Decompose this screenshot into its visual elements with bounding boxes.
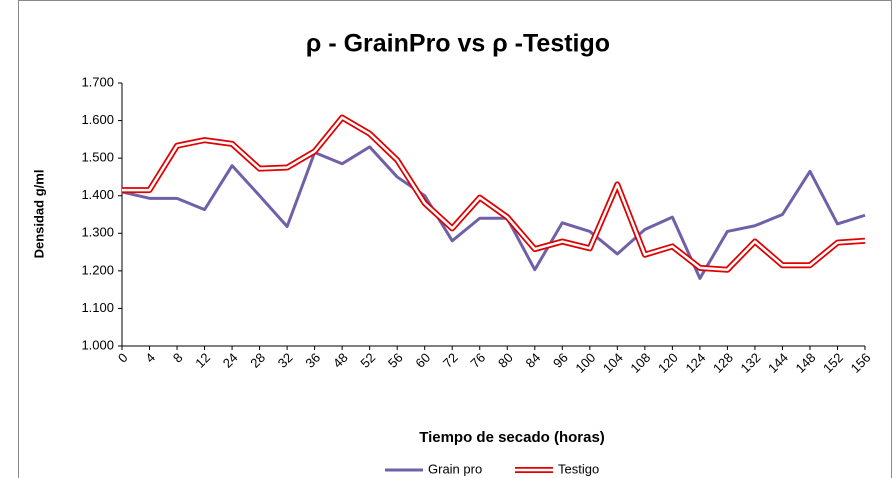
- legend-label: Testigo: [558, 461, 599, 476]
- y-tick-label: 1.500: [81, 150, 114, 165]
- y-axis-label: Densidad g/ml: [31, 170, 46, 259]
- series-line-inner: [122, 116, 866, 271]
- chart-title: ρ - GrainPro vs ρ -Testigo: [306, 30, 610, 58]
- y-tick-label: 1.200: [81, 262, 114, 277]
- y-tick-label: 1.000: [81, 337, 114, 352]
- legend-label: Grain pro: [428, 461, 482, 476]
- y-tick-label: 1.100: [81, 300, 114, 315]
- x-axis-label: Tiempo de secado (horas): [419, 429, 605, 446]
- y-tick-label: 1.700: [81, 74, 114, 89]
- series-line: [121, 145, 866, 280]
- y-tick-label: 1.300: [81, 225, 114, 240]
- y-tick-label: 1.400: [81, 187, 114, 202]
- y-tick-label: 1.600: [81, 112, 114, 127]
